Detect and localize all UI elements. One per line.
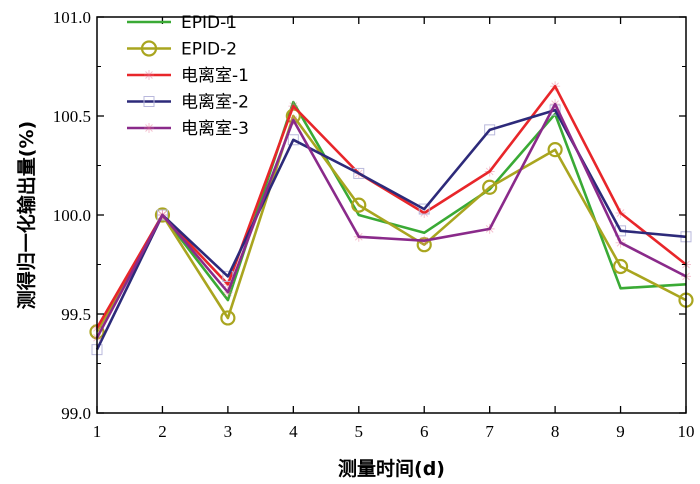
legend-label: 电离室-1 <box>181 66 249 86</box>
series-line <box>95 85 687 329</box>
series-marker-circle <box>351 197 367 213</box>
series-marker-circle <box>416 237 432 253</box>
legend-label: 电离室-2 <box>181 93 249 113</box>
series-marker-square <box>143 96 155 107</box>
x-tick-label: 7 <box>485 422 494 441</box>
series-marker-square <box>156 209 168 221</box>
series-marker-square <box>287 134 299 146</box>
x-tick-label: 10 <box>678 422 695 441</box>
x-axis-title: 测量时间(d) <box>338 458 445 480</box>
y-axis-title: 测得归一化输出量(%) <box>15 121 38 309</box>
y-tick-label: 99.0 <box>61 404 91 423</box>
x-tick-label: 1 <box>93 422 102 441</box>
series-marker-circle <box>612 258 629 275</box>
series-2 <box>89 108 694 340</box>
y-tick-label: 101.0 <box>53 8 91 27</box>
legend-label: EPID-1 <box>181 13 237 33</box>
series-marker-circle <box>482 179 498 195</box>
legend-entry-5: 电离室-3 <box>127 119 249 139</box>
y-tick-label: 100.0 <box>53 206 91 225</box>
series-layer <box>89 81 694 356</box>
series-marker-circle <box>140 40 158 57</box>
ticks-layer: 1 2 3 4 5 6 7 8 9 10 99.0 99.5 100.0 100.5 101.0 <box>53 8 695 441</box>
series-marker-square <box>418 203 430 215</box>
series-marker-square <box>484 124 496 136</box>
series-line <box>95 114 687 333</box>
series-marker-circle <box>154 207 171 223</box>
series-marker-star <box>144 70 154 80</box>
legend-label: 电离室-3 <box>181 119 249 139</box>
x-tick-label: 6 <box>420 422 429 441</box>
legend-entry-2: EPID-2 <box>127 40 237 60</box>
legend-entry-4: 电离室-2 <box>127 93 249 113</box>
legend: EPID-1 EPID-2 电离室-1 电离室-2 电离室-3 <box>127 13 249 139</box>
series-marker-star <box>144 123 154 133</box>
x-tick-label: 3 <box>224 422 233 441</box>
x-tick-label: 9 <box>616 422 625 441</box>
series-marker-square <box>353 167 365 179</box>
series-marker-circle <box>220 310 236 326</box>
series-marker-circle <box>547 142 563 158</box>
legend-label: EPID-2 <box>181 40 237 60</box>
y-tick-label: 100.5 <box>53 107 91 126</box>
legend-entry-3: 电离室-1 <box>127 66 249 86</box>
series-line <box>95 102 687 339</box>
x-tick-label: 5 <box>355 422 364 441</box>
legend-entry-1: EPID-1 <box>127 13 237 33</box>
x-tick-label: 2 <box>158 422 167 441</box>
x-tick-label: 8 <box>551 422 560 441</box>
x-tick-label: 4 <box>289 422 298 441</box>
y-tick-label: 99.5 <box>61 305 91 324</box>
